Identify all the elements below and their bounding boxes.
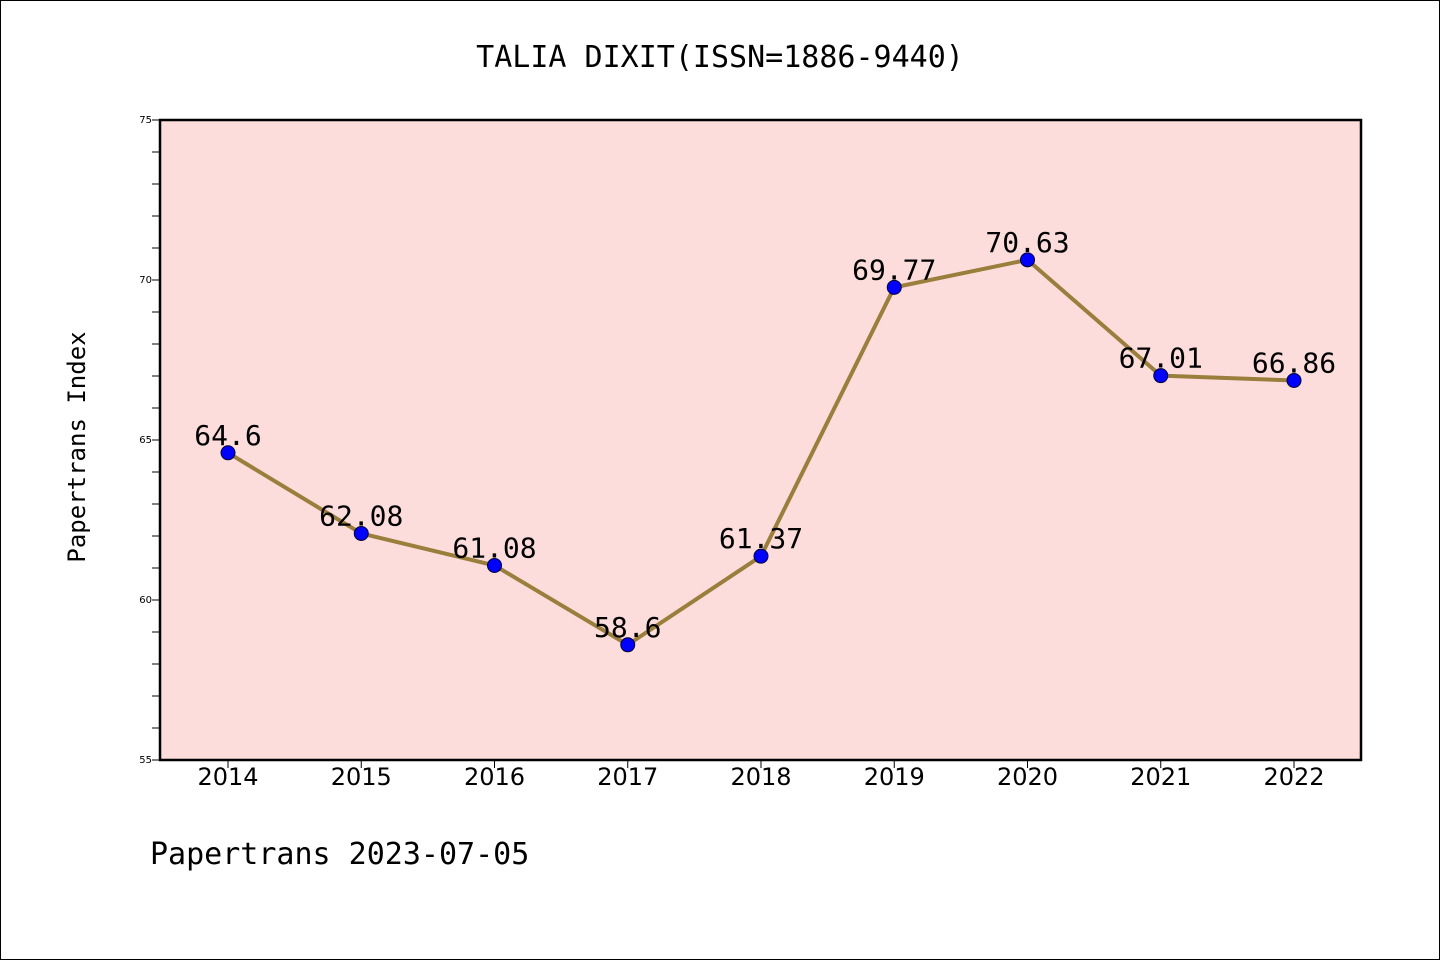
y-tick-label: 60 [139, 595, 152, 606]
y-tick-label: 65 [139, 435, 152, 446]
y-axis-label: Papertrans Index [63, 331, 91, 562]
x-tick-label: 2015 [331, 763, 392, 791]
data-label: 66.86 [1252, 346, 1336, 379]
x-axis: 2014 2015 2016 2017 2018 2019 2020 2021 2022 [197, 760, 1325, 791]
data-label: 61.08 [452, 531, 536, 564]
footer-text: Papertrans 2023-07-05 [150, 837, 529, 872]
data-point [353, 525, 369, 541]
data-label: 58.6 [594, 611, 661, 644]
data-point [1153, 368, 1169, 384]
x-tick-label: 2018 [730, 763, 791, 791]
data-label: 61.37 [719, 522, 803, 555]
data-point [620, 637, 636, 653]
y-tick-label: 70 [139, 275, 152, 286]
x-tick-label: 2020 [997, 763, 1058, 791]
data-markers [220, 252, 1302, 653]
plot-area [158, 118, 1363, 762]
data-label: 64.6 [194, 419, 261, 452]
data-point [1286, 372, 1302, 388]
data-point [1020, 252, 1035, 268]
x-tick-label: 2019 [864, 763, 925, 791]
data-labels: 64.6 62.08 61.08 58.6 61.37 69.77 70.63 67.01 66… [194, 226, 1336, 644]
y-axis: 55 60 65 70 75 [139, 115, 160, 766]
data-point [220, 445, 236, 461]
data-point [753, 548, 769, 564]
data-label: 69.77 [852, 253, 936, 286]
data-point [886, 279, 902, 295]
y-tick-label: 75 [139, 115, 152, 126]
x-tick-label: 2022 [1263, 763, 1324, 791]
x-tick-label: 2014 [197, 763, 258, 791]
data-label: 67.01 [1119, 342, 1203, 375]
x-tick-label: 2021 [1130, 763, 1191, 791]
x-tick-label: 2017 [597, 763, 658, 791]
y-tick-label: 55 [139, 755, 152, 766]
data-label: 62.08 [319, 499, 403, 532]
data-point [487, 557, 502, 573]
chart-title: TALIA DIXIT(ISSN=1886-9440) [476, 40, 964, 75]
x-tick-label: 2016 [464, 763, 525, 791]
data-label: 70.63 [985, 226, 1069, 259]
